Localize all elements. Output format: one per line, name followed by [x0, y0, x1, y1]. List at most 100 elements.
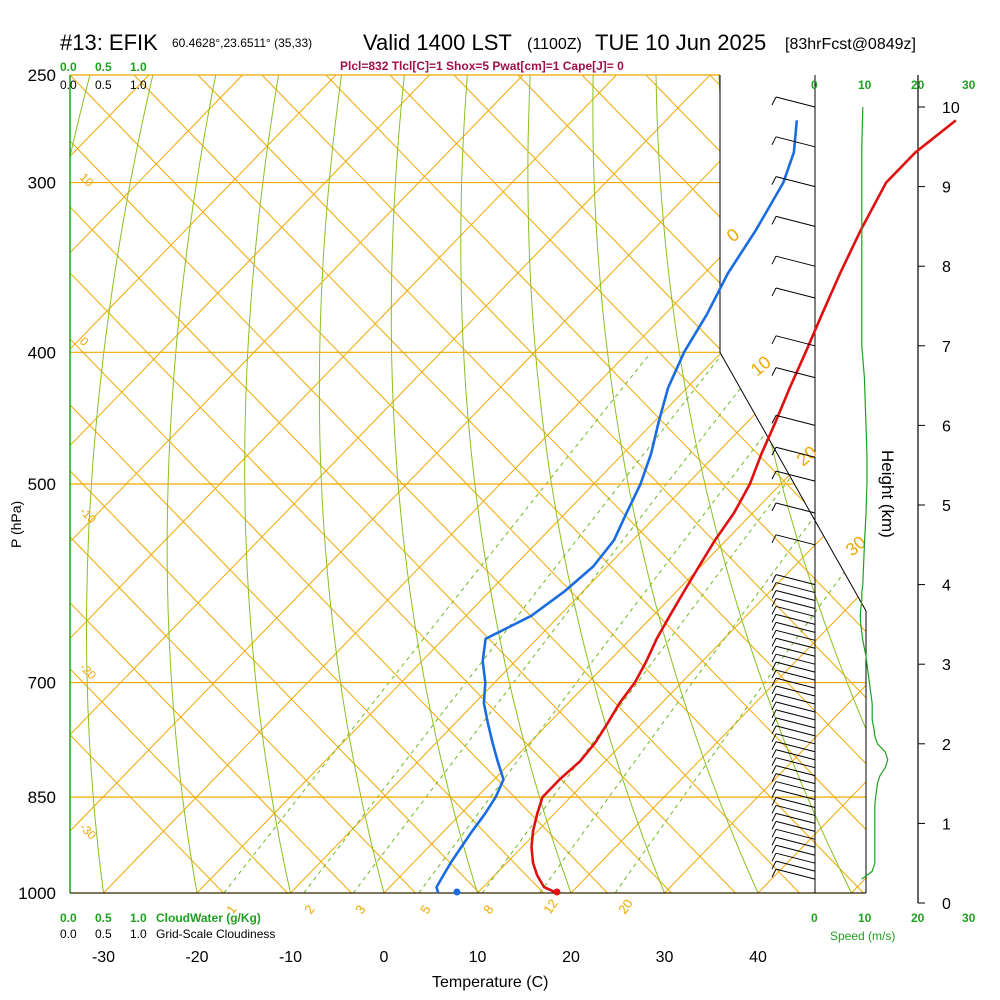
isotherm-30 — [664, 75, 866, 893]
cloudiness-bottom-0: 0.0 — [60, 927, 77, 941]
wind-barb-shaft — [775, 781, 816, 793]
plot-right-edge — [719, 75, 867, 893]
isotherm-label: -10 — [77, 504, 99, 526]
wind-barb-flag — [771, 176, 777, 185]
wind-barb-shaft — [775, 701, 816, 713]
wind-barb-flag — [771, 685, 777, 695]
wind-barb-shaft — [775, 470, 816, 482]
y-axis-title: P (hPa) — [8, 501, 24, 548]
dry-adiabat--10 — [244, 75, 291, 893]
cloudwater-bottom-2: 1.0 — [130, 911, 147, 925]
wind-barb-shaft — [775, 629, 816, 641]
cloudwater-top-1: 0.5 — [95, 60, 112, 74]
wind-barb-shaft — [775, 717, 816, 729]
wind-barb-shaft — [775, 645, 816, 657]
wind-barb-flag — [771, 661, 777, 671]
wind-barb-flag — [771, 677, 777, 687]
x-tick--30: -30 — [92, 949, 115, 966]
wind-barb-flag — [771, 574, 777, 583]
p-tick-500: 500 — [28, 475, 56, 494]
wind-barb-shaft — [775, 637, 816, 649]
stability-indices: Plcl=832 Tlcl[C]=1 Shox=5 Pwat[cm]=1 Cap… — [340, 59, 624, 73]
x-tick-40: 40 — [749, 949, 767, 966]
isotherm-label: 20 — [793, 442, 821, 470]
wind-barb-flag — [771, 797, 777, 806]
wind-barb-shaft — [775, 844, 816, 856]
wind-barb-shaft — [775, 868, 816, 880]
speed-label: Speed (m/s) — [830, 929, 895, 943]
surface-temperature-point — [553, 888, 561, 896]
moist-line--7 — [70, 75, 416, 893]
wind-barb-shaft — [775, 661, 816, 673]
wind-barbs — [771, 96, 816, 880]
height-tick-2: 2 — [942, 737, 951, 754]
wind-barb-flag — [771, 717, 777, 727]
wind-barb-flag — [771, 725, 777, 735]
wind-barb-flag — [771, 845, 777, 854]
wind-barb-shaft — [775, 789, 816, 801]
isotherm--80 — [70, 75, 430, 893]
wind-barb-flag — [771, 765, 777, 774]
wind-barb-shaft — [775, 255, 816, 267]
height-tick-6: 6 — [942, 418, 951, 435]
moist-line-14 — [966, 75, 1000, 893]
wind-barb-flag — [771, 630, 777, 639]
plot-frame — [69, 75, 919, 903]
wind-barb-shaft — [775, 828, 816, 840]
wind-barb-shaft — [775, 446, 816, 458]
wind-speed-profile — [859, 106, 889, 880]
cloudwater-bottom-1: 0.5 — [95, 911, 112, 925]
cloudiness-top-0: 0.0 — [60, 78, 77, 92]
wind-barb-flag — [771, 646, 777, 655]
wind-barb-flag — [771, 868, 777, 878]
moist-line-13 — [902, 75, 1000, 893]
speed-top-0: 0 — [811, 78, 818, 92]
wind-barb-flag — [771, 606, 777, 615]
wind-barb-shaft — [775, 709, 816, 721]
wind-barb-shaft — [775, 773, 816, 785]
wind-barb-flag — [771, 821, 777, 830]
dry-adiabat--30 — [86, 75, 154, 893]
mixing-ratio-label-12: 12 — [540, 896, 561, 916]
wind-barb-shaft — [775, 597, 816, 609]
wind-barb-flag — [771, 470, 777, 480]
wind-barb-shaft — [775, 176, 816, 188]
wind-barb-flag — [771, 582, 777, 591]
speed-bottom-20: 20 — [911, 911, 925, 925]
cloudiness-top-1: 0.5 — [95, 78, 112, 92]
wind-barb-flag — [771, 216, 777, 225]
isotherm-50 — [851, 75, 866, 893]
wind-barb-shaft — [775, 287, 816, 299]
wind-barb-shaft — [775, 582, 816, 594]
wind-barb-shaft — [775, 613, 816, 625]
wind-barb-shaft — [775, 804, 816, 816]
wind-barb-shaft — [775, 757, 816, 769]
speed-bottom-0: 0 — [811, 911, 818, 925]
isotherm--100 — [70, 75, 243, 893]
cloudiness-bottom-2: 1.0 — [130, 927, 147, 941]
moist-line--8 — [70, 75, 352, 893]
wind-barb-flag — [771, 741, 777, 750]
moist-line-7 — [517, 75, 866, 893]
wind-barb-shaft — [775, 693, 816, 705]
wind-barb-shaft — [775, 820, 816, 832]
speed-top-30: 30 — [962, 78, 976, 92]
mixing-ratio-label-5: 5 — [417, 902, 433, 917]
speed-top-10: 10 — [858, 78, 872, 92]
x-axis-title: Temperature (C) — [432, 974, 548, 991]
wind-barb-flag — [771, 773, 777, 782]
forecast-info: [83hrFcst@0849z] — [785, 36, 916, 53]
wind-barb-shaft — [775, 836, 816, 848]
wind-barb-flag — [771, 709, 777, 719]
axis-ticks: -30 -20 -10 0 10 20 30 402503004005007008501000… — [18, 66, 960, 966]
wind-barb-flag — [771, 733, 777, 743]
wind-barb-shaft — [775, 669, 816, 681]
wind-barb-flag — [771, 287, 777, 297]
wind-barb-shaft — [775, 574, 816, 586]
x-tick-0: 0 — [380, 949, 389, 966]
wind-barb-shaft — [775, 685, 816, 697]
wind-barb-shaft — [775, 653, 816, 665]
wind-barb-shaft — [775, 725, 816, 737]
